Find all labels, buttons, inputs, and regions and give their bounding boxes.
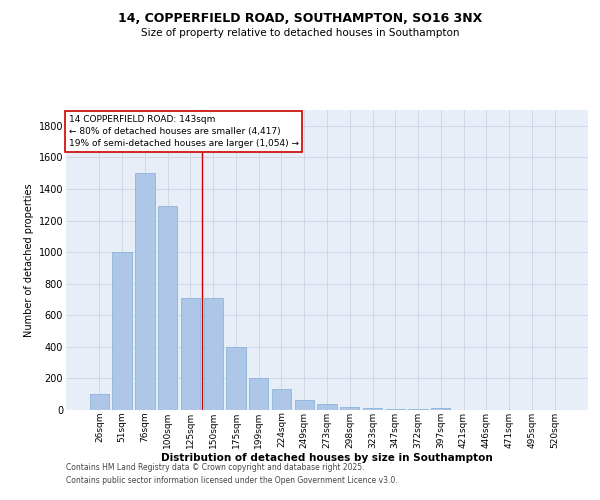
Y-axis label: Number of detached properties: Number of detached properties bbox=[25, 183, 34, 337]
Text: Contains public sector information licensed under the Open Government Licence v3: Contains public sector information licen… bbox=[66, 476, 398, 485]
Bar bbox=[295, 400, 314, 410]
Bar bbox=[112, 252, 132, 410]
Bar bbox=[409, 409, 428, 410]
Text: 14 COPPERFIELD ROAD: 143sqm
← 80% of detached houses are smaller (4,417)
19% of : 14 COPPERFIELD ROAD: 143sqm ← 80% of det… bbox=[68, 114, 299, 148]
Bar bbox=[181, 298, 200, 410]
Bar bbox=[431, 408, 451, 410]
Bar bbox=[340, 407, 359, 410]
Bar bbox=[135, 173, 155, 410]
Bar bbox=[249, 378, 268, 410]
Bar bbox=[363, 408, 382, 410]
Bar bbox=[90, 394, 109, 410]
Text: 14, COPPERFIELD ROAD, SOUTHAMPTON, SO16 3NX: 14, COPPERFIELD ROAD, SOUTHAMPTON, SO16 … bbox=[118, 12, 482, 26]
X-axis label: Distribution of detached houses by size in Southampton: Distribution of detached houses by size … bbox=[161, 454, 493, 464]
Text: Size of property relative to detached houses in Southampton: Size of property relative to detached ho… bbox=[141, 28, 459, 38]
Bar bbox=[272, 388, 291, 410]
Bar bbox=[226, 347, 245, 410]
Bar bbox=[317, 404, 337, 410]
Bar bbox=[386, 409, 405, 410]
Text: Contains HM Land Registry data © Crown copyright and database right 2025.: Contains HM Land Registry data © Crown c… bbox=[66, 462, 365, 471]
Bar bbox=[158, 206, 178, 410]
Bar bbox=[203, 298, 223, 410]
